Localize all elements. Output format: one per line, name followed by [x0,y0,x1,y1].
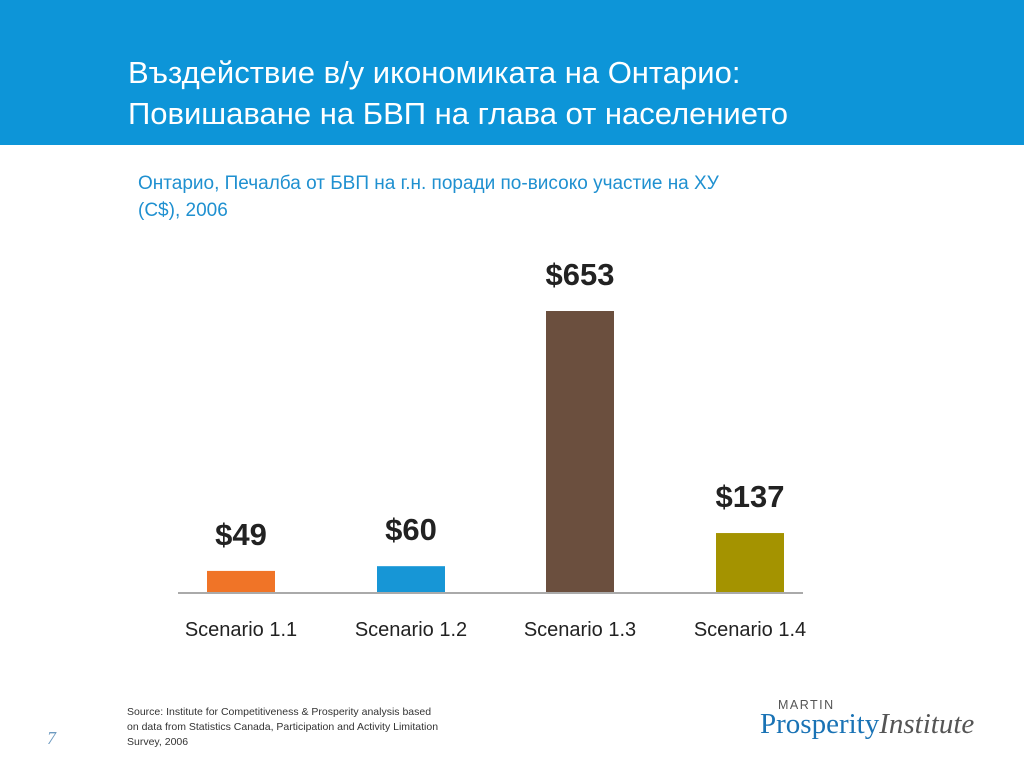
data-label-4: $137 [716,479,785,514]
title-line-1: Въздействие в/у икономиката на Онтарио: [128,55,741,90]
logo-top-text: MARTIN [778,698,835,712]
logo-word-prosperity: Prosperity [760,708,880,740]
bar-chart: $49 Scenario 1.1 $60 Scenario 1.2 $653 Scenar… [178,257,806,641]
header-band [0,0,1024,145]
chart-subtitle: Онтарио, Печалба от БВП на г.н. поради п… [138,170,858,224]
category-label-1: Scenario 1.1 [185,619,297,641]
category-label-3: Scenario 1.3 [524,619,636,641]
category-label-2: Scenario 1.2 [355,619,467,641]
bar-4 [716,533,784,592]
bar-1 [207,570,275,592]
data-label-1: $49 [215,517,267,552]
source-line-2: on data from Statistics Canada, Particip… [127,721,439,733]
source-line-1: Source: Institute for Competitiveness & … [127,706,432,718]
logo-main-text: ProsperityInstitute [760,708,974,741]
bar-2 [377,566,445,592]
bar-3 [546,311,614,592]
logo-word-institute: Institute [879,708,975,740]
source-note: Source: Institute for Competitiveness & … [127,705,487,750]
slide-title: Въздействие в/у икономиката на Онтарио: … [128,52,1008,134]
data-label-2: $60 [385,512,437,547]
data-label-3: $653 [546,257,615,292]
category-label-4: Scenario 1.4 [694,619,806,641]
title-line-2: Повишаване на БВП на глава от населениет… [128,96,789,131]
source-line-3: Survey, 2006 [127,736,189,748]
page-number: 7 [47,728,56,748]
martin-prosperity-logo: MARTIN ProsperityInstitute [760,698,1000,748]
subtitle-line-2: (C$), 2006 [138,200,228,221]
subtitle-line-1: Онтарио, Печалба от БВП на г.н. поради п… [138,173,719,194]
